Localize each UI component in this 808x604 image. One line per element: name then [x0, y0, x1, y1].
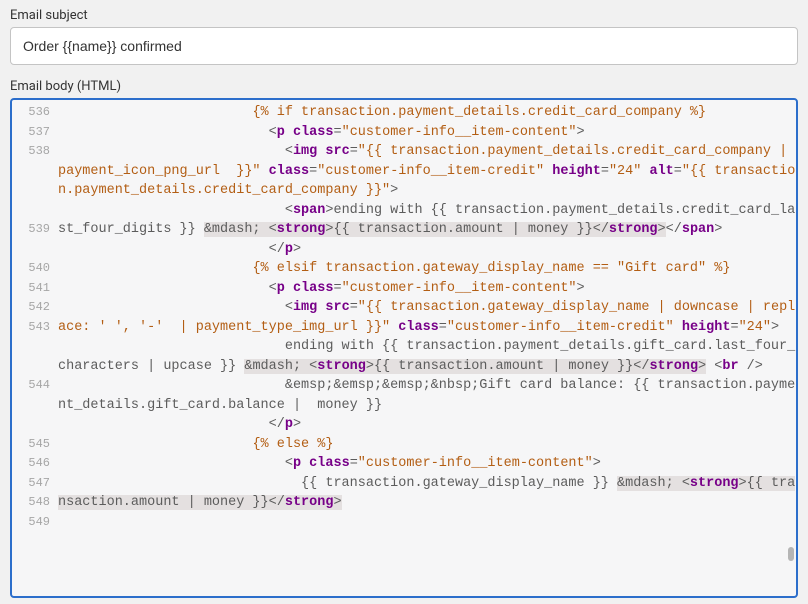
code-line: {% else %}: [58, 435, 796, 455]
code-line: <p class="customer-info__item-content">: [58, 279, 796, 299]
code-line: ending with {{ transaction.payment_detai…: [58, 337, 796, 376]
code-area[interactable]: {% if transaction.payment_details.credit…: [56, 100, 796, 596]
code-line: <img src="{{ transaction.payment_details…: [58, 142, 796, 201]
code-line: <img src="{{ transaction.gateway_display…: [58, 298, 796, 337]
code-line: {% elsif transaction.gateway_display_nam…: [58, 259, 796, 279]
code-line: {% if transaction.payment_details.credit…: [58, 103, 796, 123]
body-label: Email body (HTML): [10, 79, 798, 94]
code-line: <p class="customer-info__item-content">: [58, 123, 796, 143]
code-editor[interactable]: 5365375385395405415425435445455465475485…: [10, 98, 798, 598]
code-line: </p>: [58, 415, 796, 435]
code-line: <p class="customer-info__item-content">: [58, 454, 796, 474]
code-line: &emsp;&emsp;&emsp;&nbsp;Gift card balanc…: [58, 376, 796, 415]
line-gutter: 5365375385395405415425435445455465475485…: [12, 100, 56, 552]
scrollbar-thumb[interactable]: [788, 547, 794, 561]
code-line: </p>: [58, 240, 796, 260]
scrollbar-track[interactable]: [784, 102, 794, 594]
subject-label: Email subject: [10, 8, 798, 23]
code-line: <span>ending with {{ transaction.payment…: [58, 201, 796, 240]
code-line: {{ transaction.gateway_display_name }} &…: [58, 474, 796, 513]
subject-input[interactable]: [10, 27, 798, 65]
